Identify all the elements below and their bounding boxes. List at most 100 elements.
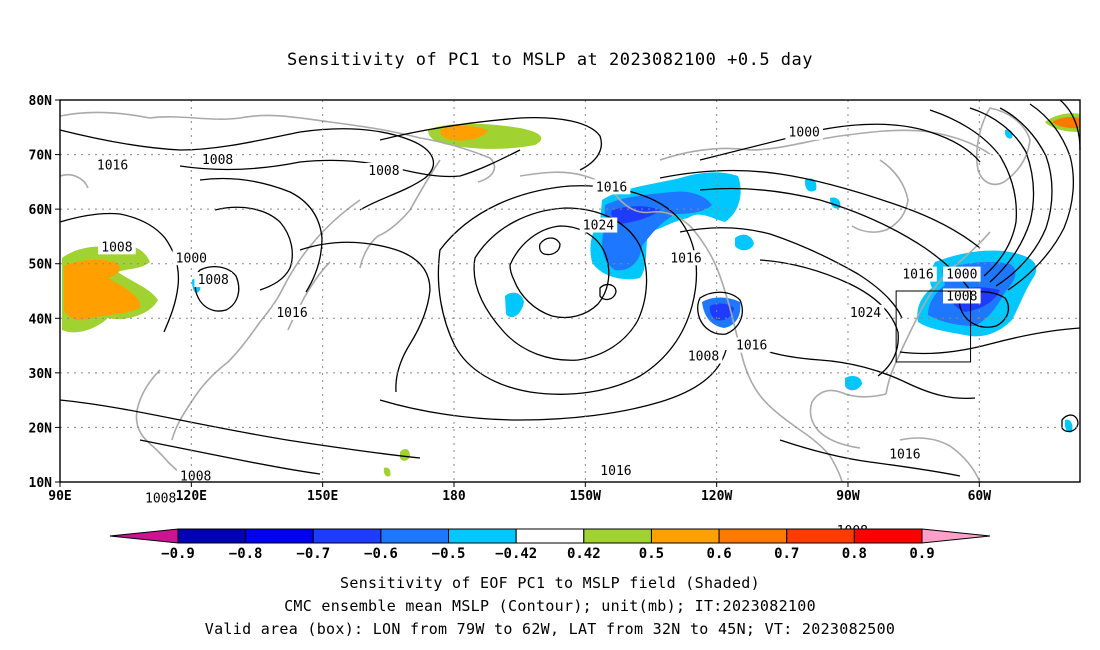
latitude-axis: 80N 70N 60N 50N 40N 30N 20N 10N xyxy=(29,94,60,491)
coast-south-asia xyxy=(135,369,191,483)
coast-asia-north xyxy=(59,111,496,183)
contour-label: 1016 xyxy=(670,251,701,266)
contour-label: 1024 xyxy=(583,219,614,234)
contour-aleutian-1008 xyxy=(379,116,602,171)
contour-canada-1000 xyxy=(699,123,981,163)
contour-label-bg xyxy=(785,124,824,140)
coastlines xyxy=(59,107,1031,483)
mslp-contours xyxy=(59,99,1081,477)
lat-tick-label: 10N xyxy=(29,476,53,491)
colorbar-label: −0.9 xyxy=(161,546,195,562)
contour-label: 1016 xyxy=(97,158,128,173)
lon-tick-label: 120W xyxy=(701,489,732,504)
coast-europe-north xyxy=(59,173,89,189)
contour-atlantic-low-2 xyxy=(969,107,1035,283)
contour-label: 1016 xyxy=(596,180,627,195)
positive-patch-central-asia-orange xyxy=(64,259,141,321)
contour-atl-1008 xyxy=(958,291,1010,328)
contour-atl-small xyxy=(1061,414,1079,433)
colorbar-segment xyxy=(650,528,720,544)
contour-california-low xyxy=(696,291,743,335)
contour-asia-1008 xyxy=(59,212,180,333)
contour-label: 1016 xyxy=(600,464,631,479)
lat-tick-label: 70N xyxy=(29,149,53,164)
contour-label: 1008 xyxy=(202,153,233,168)
contour-atlantic-low-1 xyxy=(929,109,1018,277)
contour-atlantic-low-4 xyxy=(1007,103,1074,291)
contour-label: 1000 xyxy=(176,251,207,266)
lon-tick-label: 180 xyxy=(442,489,466,504)
contour-label-bg xyxy=(198,152,237,168)
coast-greenland xyxy=(975,107,1031,186)
contour-label: 1016 xyxy=(889,448,920,463)
contour-asia-1000 xyxy=(214,206,293,291)
colorbar-label: −0.42 xyxy=(495,546,537,562)
contour-label: 1016 xyxy=(276,306,307,321)
colorbar-segment xyxy=(515,528,585,544)
contour-atlantic-low-3 xyxy=(995,107,1053,287)
coast-east-asia xyxy=(171,199,361,441)
negative-patch-canada xyxy=(804,178,817,192)
contour-label-bg xyxy=(98,239,136,255)
colorbar-label: 0.7 xyxy=(774,546,799,562)
lat-tick-label: 80N xyxy=(29,94,53,109)
coast-kamchatka xyxy=(359,159,441,269)
colorbar-label: 0.42 xyxy=(567,546,601,562)
colorbar-label: 0.6 xyxy=(706,546,731,562)
colorbar-label: −0.6 xyxy=(364,546,398,562)
lon-tick-label: 150W xyxy=(570,489,601,504)
lon-tick-label: 150E xyxy=(307,489,338,504)
lat-tick-label: 20N xyxy=(29,421,53,436)
contour-label-bg xyxy=(93,157,132,173)
negative-patch-rockies xyxy=(735,234,754,251)
lon-tick-label: 90E xyxy=(48,489,71,504)
coast-north-america-west xyxy=(715,265,843,483)
contour-label: 1008 xyxy=(180,470,211,485)
contour-label-bg xyxy=(684,348,723,364)
colorbar-label: 0.8 xyxy=(842,546,867,562)
caption-contour: CMC ensemble mean MSLP (Contour); unit(m… xyxy=(284,597,816,615)
contour-na-1016b xyxy=(739,339,976,400)
contour-label-bg xyxy=(365,162,403,178)
contour-label-bg xyxy=(943,266,981,282)
colorbar-label: −0.7 xyxy=(296,546,330,562)
contour-canada-1016 xyxy=(699,187,971,291)
colorbar: −0.9 −0.8 −0.7 −0.6 −0.5 −0.42 0.42 0.5 0.6 0.7 0.… xyxy=(109,528,991,562)
contour-label-bg xyxy=(579,217,618,233)
contour-label-bg xyxy=(172,250,211,266)
caption-shading: Sensitivity of EOF PC1 to MSLP field (Sh… xyxy=(340,574,760,592)
contour-label: 1024 xyxy=(850,306,881,321)
positive-sensitivity-shading xyxy=(62,113,1080,477)
lat-tick-label: 40N xyxy=(29,312,53,327)
coast-japan xyxy=(287,261,331,331)
contour-na-1024 xyxy=(759,259,899,377)
contour-pacific-small-1 xyxy=(538,237,561,256)
colorbar-segment xyxy=(853,528,923,544)
contour-label: 1000 xyxy=(789,126,820,141)
contour-label-bg xyxy=(194,272,233,288)
contour-label-bg xyxy=(943,288,981,304)
contour-label: 1008 xyxy=(198,273,229,288)
coast-gulf-mexico xyxy=(809,389,887,449)
negative-patch-pacific-1 xyxy=(505,292,524,318)
contour-tropics-1008 xyxy=(59,399,421,459)
contour-label: 1008 xyxy=(368,164,399,179)
contour-label-bg xyxy=(597,463,635,479)
positive-patch-greenland-orange xyxy=(1052,117,1080,129)
contour-label-bg xyxy=(667,250,705,266)
contour-label-bg xyxy=(886,446,924,462)
map-border xyxy=(59,99,1081,483)
contour-label: 1008 xyxy=(946,289,977,304)
colorbar-segment xyxy=(786,528,855,544)
lat-tick-label: 60N xyxy=(29,203,53,218)
contour-na-1016 xyxy=(679,227,903,319)
contour-label: 1016 xyxy=(902,268,933,283)
coast-north-america-arctic xyxy=(659,129,991,161)
contour-pacific-high-inner xyxy=(473,207,648,361)
positive-patch-pacific-small-2 xyxy=(383,467,391,477)
colorbar-segment xyxy=(718,528,788,544)
colorbar-low-extension xyxy=(109,528,179,544)
colorbar-high-extension xyxy=(921,528,991,544)
contour-pacific-high-core xyxy=(509,225,610,319)
